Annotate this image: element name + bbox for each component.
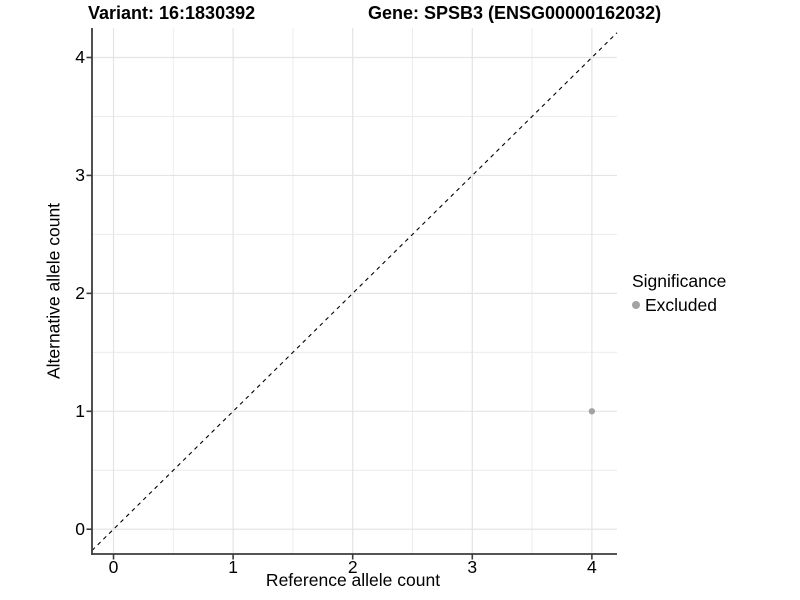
data-point <box>588 408 596 415</box>
excluded-point-icon <box>632 301 640 309</box>
y-axis-title: Alternative allele count <box>43 202 64 380</box>
x-axis-title: Reference allele count <box>265 570 441 590</box>
x-tick-label: 2 <box>347 557 358 577</box>
legend-item-label: Excluded <box>645 295 717 315</box>
y-tick-label: 4 <box>75 47 85 68</box>
x-tick-label: 4 <box>587 557 597 577</box>
y-tick-label: 2 <box>75 283 85 304</box>
legend: Significance Excluded <box>632 271 726 315</box>
identity-reference-line <box>91 32 618 551</box>
x-tick-label: 0 <box>108 557 119 577</box>
x-tick-label: 1 <box>228 557 238 577</box>
y-tick-label: 0 <box>75 519 85 540</box>
y-tick-label: 3 <box>75 165 85 186</box>
legend-title: Significance <box>632 271 727 291</box>
y-tick-label: 1 <box>75 401 85 422</box>
x-tick-label: 3 <box>467 557 478 577</box>
legend-item-excluded: Excluded <box>632 295 726 315</box>
plot-title-variant: Variant: 16:1830392 <box>88 3 256 23</box>
plot-title-gene: Gene: SPSB3 (ENSG00000162032) <box>368 3 662 23</box>
